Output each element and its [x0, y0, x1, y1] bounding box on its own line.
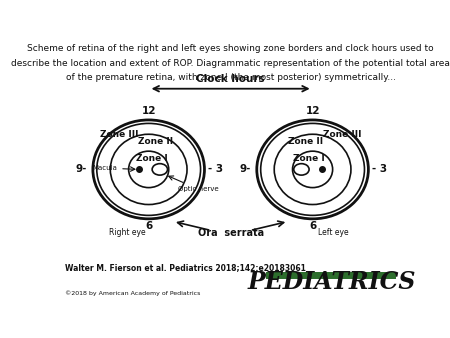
- Text: Walter M. Fierson et al. Pediatrics 2018;142:e20183061: Walter M. Fierson et al. Pediatrics 2018…: [65, 263, 306, 272]
- Text: Ora  serrata: Ora serrata: [198, 228, 264, 238]
- Text: describe the location and extent of ROP. Diagrammatic representation of the pote: describe the location and extent of ROP.…: [11, 59, 450, 68]
- Text: PEDIATRICS: PEDIATRICS: [248, 270, 416, 294]
- Text: - 3: - 3: [208, 164, 223, 174]
- Text: Zone I: Zone I: [293, 154, 325, 163]
- Text: Scheme of retina of the right and left eyes showing zone borders and clock hours: Scheme of retina of the right and left e…: [27, 45, 434, 53]
- Text: - 3: - 3: [372, 164, 387, 174]
- Text: Zone II: Zone II: [138, 137, 173, 146]
- Text: ©2018 by American Academy of Pediatrics: ©2018 by American Academy of Pediatrics: [65, 290, 200, 296]
- Text: 12: 12: [306, 106, 320, 116]
- Text: Macula: Macula: [92, 165, 135, 171]
- Text: Zone III: Zone III: [100, 130, 138, 139]
- Text: 6: 6: [145, 221, 152, 232]
- Text: 9-: 9-: [239, 164, 251, 174]
- Text: 9-: 9-: [75, 164, 86, 174]
- Text: 12: 12: [141, 106, 156, 116]
- Text: Right eye: Right eye: [109, 228, 146, 237]
- Text: Zone III: Zone III: [323, 130, 361, 139]
- Text: 6: 6: [309, 221, 316, 232]
- Text: Clock hours: Clock hours: [196, 74, 265, 84]
- Text: Optic nerve: Optic nerve: [169, 176, 219, 192]
- Text: Zone II: Zone II: [288, 137, 323, 146]
- Text: Left eye: Left eye: [318, 228, 349, 237]
- FancyBboxPatch shape: [266, 272, 396, 279]
- Text: of the premature retina, with zone I (the most posterior) symmetrically...: of the premature retina, with zone I (th…: [66, 73, 396, 82]
- Text: Zone I: Zone I: [136, 154, 168, 163]
